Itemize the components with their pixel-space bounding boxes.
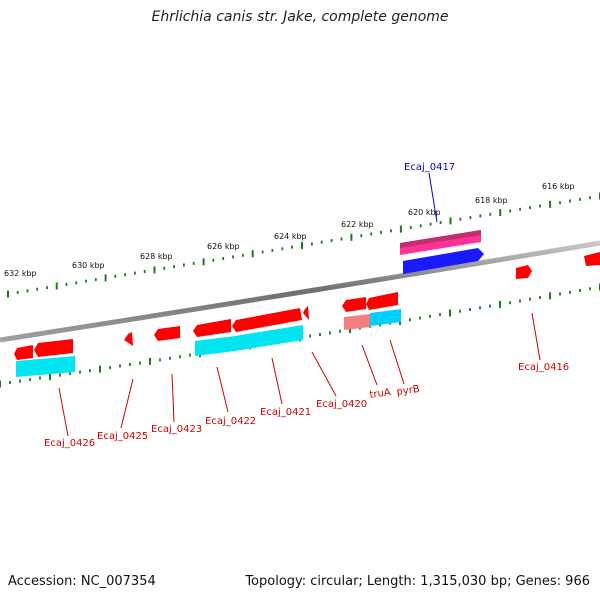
callout-ecaj-0426 (58, 387, 69, 437)
gene-ecaj-0417-blue[interactable] (403, 248, 484, 274)
callout-ecaj-0420 (311, 351, 337, 397)
gene-ecaj-0426-b[interactable] (14, 345, 33, 360)
scale-label-628: 628 kbp (140, 252, 173, 261)
label-ecaj-0417[interactable]: Ecaj_0417 (404, 162, 455, 173)
scale-label-624: 624 kbp (274, 232, 307, 241)
gene-edge-right[interactable] (584, 252, 600, 266)
callout-ecaj-0423 (171, 373, 175, 423)
gene-ecaj-0422[interactable] (193, 319, 231, 337)
gene-ecaj-0426-a[interactable] (34, 339, 73, 357)
outer-tick-track (7, 192, 600, 298)
cds-ecaj-0421 (235, 325, 303, 351)
callout-ecaj-0417 (428, 172, 438, 223)
label-ecaj-0421[interactable]: Ecaj_0421 (260, 407, 311, 418)
reverse-genes (14, 292, 401, 377)
gene-pyrb[interactable] (366, 292, 398, 310)
label-ecaj-0422[interactable]: Ecaj_0422 (205, 416, 256, 427)
gene-ecaj-0416[interactable] (516, 265, 532, 279)
callout-ecaj-0422 (216, 366, 229, 413)
scale-label-618: 618 kbp (475, 196, 508, 205)
gene-ecaj-0420[interactable] (303, 306, 309, 320)
genome-backbone (0, 240, 600, 343)
forward-genes (400, 230, 600, 279)
cds-ecaj-0422 (195, 336, 235, 356)
label-ecaj-0425[interactable]: Ecaj_0425 (97, 431, 148, 442)
gene-ecaj-0417-pink-top (400, 230, 481, 248)
label-ecaj-0416[interactable]: Ecaj_0416 (518, 362, 569, 373)
label-trua[interactable]: truA (369, 387, 392, 401)
callout-pyrb (389, 339, 405, 385)
label-ecaj-0420[interactable]: Ecaj_0420 (316, 399, 367, 410)
scale-label-620: 620 kbp (408, 208, 441, 217)
scale-label-632: 632 kbp (4, 269, 37, 278)
cds-pyrb (370, 309, 401, 326)
cds-trua (344, 314, 370, 330)
map-title: Ehrlichia canis str. Jake, complete geno… (151, 9, 449, 25)
callout-ecaj-0421 (271, 357, 283, 405)
gene-ecaj-0425[interactable] (124, 332, 133, 346)
label-ecaj-0423[interactable]: Ecaj_0423 (151, 424, 202, 435)
scale-label-622: 622 kbp (341, 220, 374, 229)
cds-ecaj-0426 (16, 356, 75, 377)
gene-ecaj-0423[interactable] (154, 326, 180, 341)
callout-ecaj-0425 (120, 378, 134, 429)
label-ecaj-0426[interactable]: Ecaj_0426 (44, 438, 95, 449)
scale-label-626: 626 kbp (207, 242, 240, 251)
gene-trua[interactable] (342, 297, 366, 312)
scale-label-616: 616 kbp (542, 182, 575, 191)
label-pyrb[interactable]: pyrB (396, 384, 421, 398)
callout-ecaj-0416 (531, 312, 541, 361)
gene-ecaj-0421[interactable] (232, 308, 302, 332)
scale-label-630: 630 kbp (72, 261, 105, 270)
accession-text: Accession: NC_007354 (8, 574, 156, 589)
callout-trua (361, 344, 378, 386)
genome-summary-text: Topology: circular; Length: 1,315,030 bp… (245, 574, 590, 589)
